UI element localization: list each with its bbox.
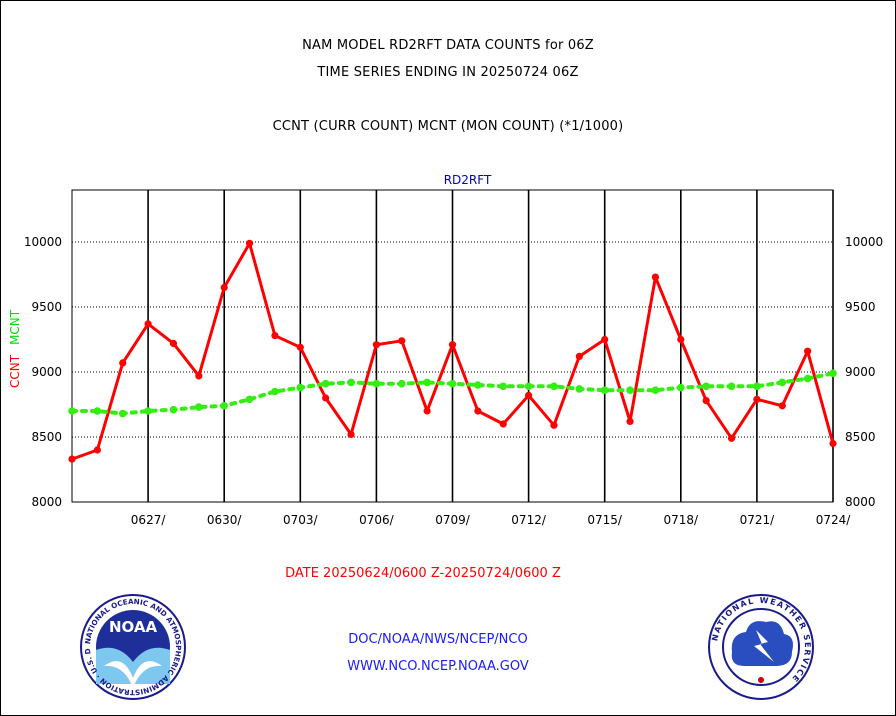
- x-tick-label: 0721/: [740, 513, 776, 527]
- data-point-ccnt: [753, 395, 761, 403]
- data-point-ccnt: [220, 283, 228, 292]
- y-tick-label-right: 9500: [845, 300, 876, 314]
- date-range-label: DATE 20250624/0600 Z-20250724/0600 Z: [285, 566, 561, 581]
- y-axis-label: CCNT MCNT: [8, 309, 22, 388]
- data-point-mcnt: [144, 407, 152, 415]
- x-tick-label: 0718/: [664, 513, 700, 527]
- y-tick-label-left: 8000: [31, 495, 62, 509]
- data-point-mcnt: [753, 382, 761, 391]
- data-point-mcnt: [169, 405, 178, 414]
- data-point-mcnt: [93, 407, 102, 415]
- chart-title-line-2: TIME SERIES ENDING IN 20250724 06Z: [317, 65, 579, 80]
- x-tick-label: 0724/: [816, 513, 852, 527]
- data-point-ccnt: [778, 402, 786, 410]
- website-link[interactable]: WWW.NCO.NCEP.NOAA.GOV: [347, 659, 529, 674]
- data-point-ccnt: [626, 417, 634, 425]
- y-axis-label-part: MCNT: [8, 309, 22, 345]
- data-point-ccnt: [195, 372, 203, 380]
- data-point-mcnt: [524, 382, 533, 391]
- data-point-ccnt: [804, 347, 812, 355]
- noaa-logo[interactable]: NATIONAL OCEANIC AND ATMOSPHERIC ADMINIS…: [78, 592, 188, 702]
- data-point-mcnt: [271, 387, 279, 396]
- data-point-mcnt: [626, 386, 634, 395]
- data-point-ccnt: [702, 397, 710, 405]
- chart-title-line-3: CCNT (CURR COUNT) MCNT (MON COUNT) (*1/1…: [272, 119, 624, 134]
- y-tick-label-left: 10000: [24, 235, 62, 249]
- data-point-mcnt: [296, 383, 305, 392]
- data-point-ccnt: [601, 335, 609, 344]
- x-tick-label: 0709/: [435, 513, 471, 527]
- data-point-ccnt: [144, 320, 152, 328]
- x-tick-label: 0715/: [587, 513, 623, 527]
- data-point-mcnt: [68, 407, 76, 415]
- data-point-ccnt: [398, 337, 406, 345]
- data-point-mcnt: [474, 381, 482, 389]
- y-tick-label-right: 8000: [845, 495, 876, 509]
- data-point-ccnt: [423, 407, 431, 415]
- data-point-ccnt: [474, 407, 482, 415]
- plot-title: RD2RFT: [444, 173, 492, 187]
- data-point-mcnt: [347, 378, 355, 387]
- data-point-ccnt: [499, 420, 507, 428]
- data-point-mcnt: [220, 402, 228, 410]
- data-point-ccnt: [550, 421, 558, 429]
- data-point-mcnt: [397, 379, 406, 388]
- data-point-mcnt: [372, 379, 381, 388]
- doc-path-link[interactable]: DOC/NOAA/NWS/NCEP/NCO: [348, 632, 528, 647]
- y-tick-label-left: 8500: [31, 430, 62, 444]
- data-point-mcnt: [677, 383, 685, 392]
- y-tick-label-right: 10000: [845, 235, 883, 249]
- data-point-ccnt: [347, 430, 355, 438]
- x-tick-label: 0712/: [511, 513, 547, 527]
- chart-title-line-1: NAM MODEL RD2RFT DATA COUNTS for 06Z: [302, 38, 594, 53]
- data-point-mcnt: [651, 386, 660, 395]
- y-tick-label-left: 9000: [31, 365, 62, 379]
- data-point-mcnt: [803, 374, 812, 383]
- data-point-ccnt: [525, 391, 533, 399]
- data-point-ccnt: [169, 339, 178, 347]
- data-point-ccnt: [372, 341, 380, 349]
- data-point-mcnt: [423, 378, 431, 387]
- data-point-ccnt: [245, 239, 254, 247]
- data-point-mcnt: [499, 382, 508, 391]
- data-point-mcnt: [550, 382, 558, 391]
- x-tick-label: 0630/: [207, 513, 243, 527]
- data-point-ccnt: [119, 359, 127, 367]
- y-axis-label-part: CCNT: [8, 354, 22, 388]
- data-point-mcnt: [600, 386, 609, 395]
- y-tick-label-right: 9000: [845, 365, 876, 379]
- data-point-mcnt: [778, 378, 787, 387]
- data-point-mcnt: [727, 382, 736, 391]
- noaa-logo-text: NOAA: [109, 618, 158, 636]
- x-tick-label: 0706/: [359, 513, 395, 527]
- data-point-ccnt: [677, 335, 685, 344]
- data-point-ccnt: [829, 439, 837, 448]
- data-point-mcnt: [195, 403, 203, 411]
- data-point-mcnt: [448, 379, 457, 388]
- data-point-ccnt: [575, 352, 583, 360]
- data-point-ccnt: [68, 455, 76, 463]
- data-point-ccnt: [727, 434, 736, 442]
- time-series-chart: 8000 8000 8500 8500 9000 9000 9500 9500 10000 100…: [8, 173, 883, 527]
- data-point-mcnt: [321, 379, 330, 388]
- x-tick-label: 0627/: [131, 513, 167, 527]
- data-point-ccnt: [651, 273, 660, 281]
- data-point-ccnt: [296, 343, 304, 351]
- data-point-mcnt: [829, 369, 837, 378]
- y-tick-label-left: 9500: [31, 300, 62, 314]
- data-point-mcnt: [245, 395, 254, 404]
- y-tick-label-right: 8500: [845, 430, 876, 444]
- data-point-mcnt: [575, 385, 584, 393]
- x-tick-label: 0703/: [283, 513, 319, 527]
- data-point-ccnt: [448, 341, 457, 349]
- data-point-mcnt: [118, 409, 127, 418]
- data-point-mcnt: [702, 382, 710, 391]
- nws-logo[interactable]: NATIONAL WEATHER SERVICE: [706, 592, 816, 702]
- data-point-ccnt: [271, 332, 279, 340]
- data-point-ccnt: [93, 446, 101, 454]
- data-point-ccnt: [322, 394, 330, 402]
